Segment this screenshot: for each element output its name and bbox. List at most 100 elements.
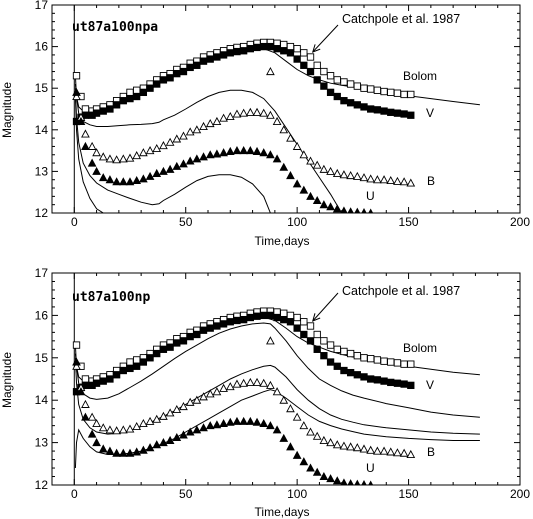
b-point bbox=[359, 173, 369, 182]
u-point bbox=[192, 425, 202, 434]
b-point bbox=[319, 435, 329, 444]
bolom-point bbox=[393, 359, 402, 367]
b-point bbox=[252, 107, 262, 116]
bolom-point bbox=[72, 72, 81, 80]
v-point bbox=[126, 364, 134, 373]
u-point bbox=[361, 480, 367, 485]
u-point bbox=[212, 420, 222, 429]
b-point bbox=[406, 449, 416, 458]
u-point bbox=[312, 467, 322, 476]
v-point bbox=[367, 105, 375, 113]
v-point bbox=[226, 49, 234, 57]
b-point bbox=[92, 418, 101, 428]
v-point bbox=[280, 315, 288, 324]
bolom-point bbox=[320, 337, 328, 345]
b-point bbox=[272, 387, 282, 396]
u-point bbox=[81, 141, 90, 150]
b-point bbox=[145, 146, 155, 155]
v-point bbox=[179, 337, 188, 345]
b-point bbox=[366, 445, 376, 454]
v-point bbox=[219, 320, 228, 328]
u-point bbox=[306, 463, 315, 472]
u-point bbox=[279, 162, 289, 171]
annotation-label: Catchpole et al. 1987 bbox=[342, 12, 460, 26]
b-point bbox=[239, 378, 249, 387]
x-tick-label: 0 bbox=[71, 215, 78, 229]
b-point bbox=[306, 156, 315, 165]
u-point bbox=[81, 412, 90, 421]
u-point bbox=[76, 116, 86, 125]
b-point bbox=[286, 404, 295, 413]
bolom-point bbox=[333, 76, 341, 84]
v-point bbox=[273, 313, 281, 322]
b-point bbox=[346, 171, 355, 180]
u-point bbox=[354, 479, 361, 485]
v-point bbox=[199, 57, 208, 65]
u-point bbox=[361, 208, 367, 213]
v-point bbox=[193, 61, 201, 69]
b-point bbox=[232, 379, 242, 388]
bolom-point bbox=[387, 358, 395, 366]
b-point bbox=[339, 441, 349, 450]
y-tick-label: 13 bbox=[35, 164, 49, 178]
v-point bbox=[286, 49, 295, 57]
u-point bbox=[132, 447, 142, 456]
v-point bbox=[387, 108, 395, 116]
plot-frame bbox=[51, 272, 521, 486]
model-curve-3 bbox=[74, 389, 480, 469]
u-point bbox=[179, 430, 188, 439]
u-point bbox=[205, 150, 215, 159]
u-point bbox=[125, 448, 135, 457]
band-label-v: V bbox=[426, 378, 434, 392]
u-point bbox=[319, 200, 329, 209]
x-tick-label: 50 bbox=[179, 487, 193, 501]
b-point bbox=[406, 178, 416, 187]
bolom-point bbox=[387, 88, 395, 97]
u-point bbox=[112, 177, 121, 186]
b-point bbox=[72, 91, 81, 101]
b-point bbox=[185, 397, 195, 406]
b-point bbox=[299, 150, 309, 159]
v-point bbox=[139, 358, 148, 366]
u-point bbox=[306, 191, 315, 200]
bolom-point bbox=[373, 86, 382, 94]
b-point bbox=[306, 427, 315, 436]
u-point bbox=[347, 479, 354, 485]
u-point bbox=[312, 195, 322, 205]
v-point bbox=[253, 43, 261, 52]
bolom-point bbox=[380, 87, 388, 96]
v-point bbox=[293, 55, 301, 63]
b-point bbox=[118, 154, 128, 163]
b-point bbox=[245, 377, 255, 386]
u-point bbox=[159, 166, 168, 175]
u-point bbox=[266, 150, 275, 159]
v-point bbox=[293, 324, 301, 332]
band-label-bolom: Bolom bbox=[403, 69, 437, 83]
u-point bbox=[368, 480, 374, 485]
v-point bbox=[106, 105, 114, 113]
bolom-point bbox=[346, 80, 355, 88]
bolom-point bbox=[367, 354, 375, 363]
b-point bbox=[212, 387, 222, 396]
v-point bbox=[260, 42, 268, 51]
outlier-point bbox=[266, 67, 275, 76]
u-point bbox=[72, 87, 81, 96]
u-point bbox=[219, 148, 228, 157]
b-point bbox=[172, 404, 182, 414]
u-point bbox=[159, 438, 168, 447]
b-point bbox=[105, 425, 115, 434]
x-tick-label: 100 bbox=[287, 487, 307, 501]
bolom-point bbox=[360, 354, 368, 362]
b-point bbox=[312, 431, 322, 440]
b-point bbox=[279, 125, 289, 134]
b-point bbox=[373, 446, 382, 455]
v-point bbox=[119, 97, 127, 105]
u-point bbox=[252, 417, 262, 426]
model-curve-1 bbox=[74, 322, 480, 418]
bolom-point bbox=[306, 322, 315, 330]
y-tick-label: 17 bbox=[35, 266, 49, 280]
u-point bbox=[92, 438, 101, 447]
b-point bbox=[179, 131, 188, 140]
b-point bbox=[259, 378, 269, 387]
